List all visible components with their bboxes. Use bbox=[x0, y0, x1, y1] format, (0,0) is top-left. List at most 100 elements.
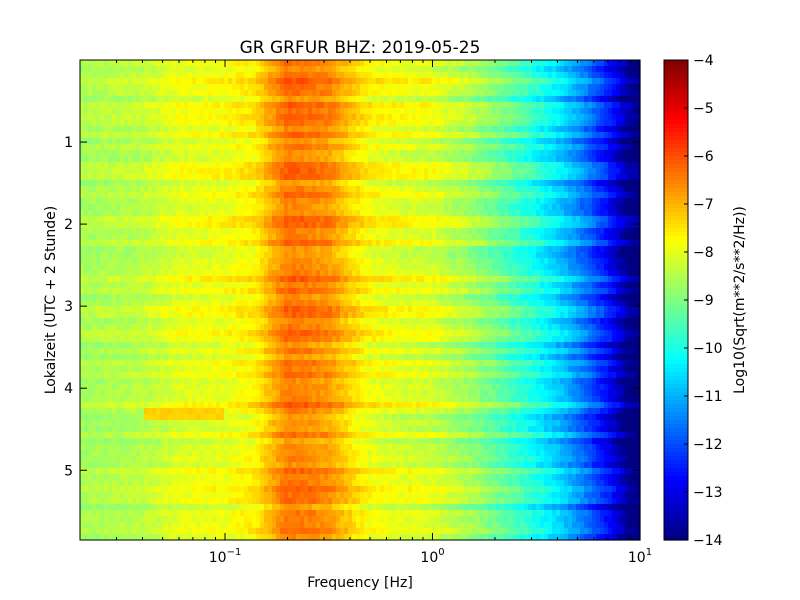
heatmap-cell bbox=[280, 66, 285, 73]
heatmap-cell bbox=[404, 108, 409, 115]
heatmap-cell bbox=[280, 114, 285, 121]
heatmap-cell bbox=[284, 240, 289, 247]
heatmap-cell bbox=[632, 156, 637, 163]
heatmap-cell bbox=[428, 72, 433, 79]
heatmap-cell bbox=[572, 132, 577, 139]
heatmap-cell bbox=[100, 264, 105, 271]
heatmap-cell bbox=[580, 132, 585, 139]
heatmap-cell bbox=[248, 156, 253, 163]
heatmap-cell bbox=[636, 102, 641, 109]
heatmap-cell bbox=[512, 78, 517, 85]
heatmap-cell bbox=[348, 186, 353, 193]
heatmap-cell bbox=[192, 270, 197, 277]
heatmap-cell bbox=[484, 90, 489, 97]
heatmap-cell bbox=[184, 186, 189, 193]
heatmap-cell bbox=[392, 246, 397, 253]
heatmap-cell bbox=[548, 90, 553, 97]
heatmap-cell bbox=[260, 228, 265, 235]
heatmap-cell bbox=[244, 174, 249, 181]
heatmap-cell bbox=[212, 84, 217, 91]
heatmap-cell bbox=[388, 126, 393, 133]
heatmap-cell bbox=[236, 144, 241, 151]
heatmap-cell bbox=[468, 192, 473, 199]
heatmap-cell bbox=[288, 96, 293, 103]
heatmap-cell bbox=[260, 144, 265, 151]
heatmap-cell bbox=[196, 72, 201, 79]
heatmap-cell bbox=[580, 78, 585, 85]
heatmap-cell bbox=[128, 90, 133, 97]
heatmap-cell bbox=[456, 72, 461, 79]
heatmap-cell bbox=[568, 156, 573, 163]
heatmap-cell bbox=[404, 138, 409, 145]
heatmap-cell bbox=[404, 168, 409, 175]
heatmap-cell bbox=[308, 222, 313, 229]
heatmap-cell bbox=[88, 138, 93, 145]
heatmap-cell bbox=[456, 204, 461, 211]
heatmap-cell bbox=[636, 132, 641, 139]
heatmap-cell bbox=[468, 114, 473, 121]
heatmap-cell bbox=[472, 84, 477, 91]
heatmap-cell bbox=[180, 90, 185, 97]
heatmap-cell bbox=[360, 114, 365, 121]
heatmap-cell bbox=[208, 132, 213, 139]
heatmap-cell bbox=[152, 72, 157, 79]
heatmap-cell bbox=[240, 228, 245, 235]
heatmap-cell bbox=[100, 174, 105, 181]
heatmap-cell bbox=[192, 240, 197, 247]
heatmap-cell bbox=[604, 162, 609, 169]
heatmap-cell bbox=[272, 168, 277, 175]
heatmap-cell bbox=[104, 138, 109, 145]
heatmap-cell bbox=[364, 192, 369, 199]
heatmap-cell bbox=[480, 216, 485, 223]
heatmap-cell bbox=[496, 84, 501, 91]
heatmap-cell bbox=[268, 78, 273, 85]
heatmap-cell bbox=[144, 204, 149, 211]
heatmap-cell bbox=[408, 96, 413, 103]
heatmap-cell bbox=[248, 186, 253, 193]
heatmap-cell bbox=[468, 72, 473, 79]
heatmap-cell bbox=[464, 192, 469, 199]
heatmap-cell bbox=[412, 222, 417, 229]
heatmap-cell bbox=[528, 72, 533, 79]
heatmap-cell bbox=[264, 204, 269, 211]
heatmap-cell bbox=[400, 240, 405, 247]
heatmap-cell bbox=[544, 174, 549, 181]
heatmap-cell bbox=[400, 84, 405, 91]
heatmap-cell bbox=[460, 150, 465, 157]
heatmap-cell bbox=[312, 90, 317, 97]
heatmap-cell bbox=[380, 186, 385, 193]
heatmap-cell bbox=[588, 60, 593, 67]
heatmap-cell bbox=[556, 180, 561, 187]
heatmap-cell bbox=[304, 258, 309, 265]
heatmap-cell bbox=[500, 186, 505, 193]
heatmap-cell bbox=[188, 96, 193, 103]
heatmap-cell bbox=[532, 186, 537, 193]
heatmap-cell bbox=[616, 240, 621, 247]
heatmap-cell bbox=[460, 198, 465, 205]
heatmap-cell bbox=[580, 120, 585, 127]
heatmap-cell bbox=[368, 102, 373, 109]
heatmap-cell bbox=[280, 84, 285, 91]
heatmap-cell bbox=[556, 132, 561, 139]
heatmap-cell bbox=[480, 186, 485, 193]
heatmap-cell bbox=[412, 150, 417, 157]
heatmap-cell bbox=[268, 228, 273, 235]
heatmap-cell bbox=[552, 138, 557, 145]
heatmap-cell bbox=[560, 240, 565, 247]
heatmap-cell bbox=[524, 138, 529, 145]
heatmap-cell bbox=[468, 132, 473, 139]
heatmap-cell bbox=[128, 192, 133, 199]
heatmap-cell bbox=[436, 204, 441, 211]
heatmap-cell bbox=[300, 234, 305, 241]
heatmap-cell bbox=[192, 132, 197, 139]
heatmap-cell bbox=[312, 66, 317, 73]
heatmap-cell bbox=[316, 264, 321, 271]
heatmap-cell bbox=[460, 252, 465, 259]
heatmap-cell bbox=[240, 234, 245, 241]
heatmap-cell bbox=[592, 240, 597, 247]
heatmap-cell bbox=[328, 186, 333, 193]
heatmap-cell bbox=[516, 60, 521, 67]
heatmap-cell bbox=[292, 144, 297, 151]
heatmap-cell bbox=[572, 234, 577, 241]
heatmap-cell bbox=[468, 210, 473, 217]
